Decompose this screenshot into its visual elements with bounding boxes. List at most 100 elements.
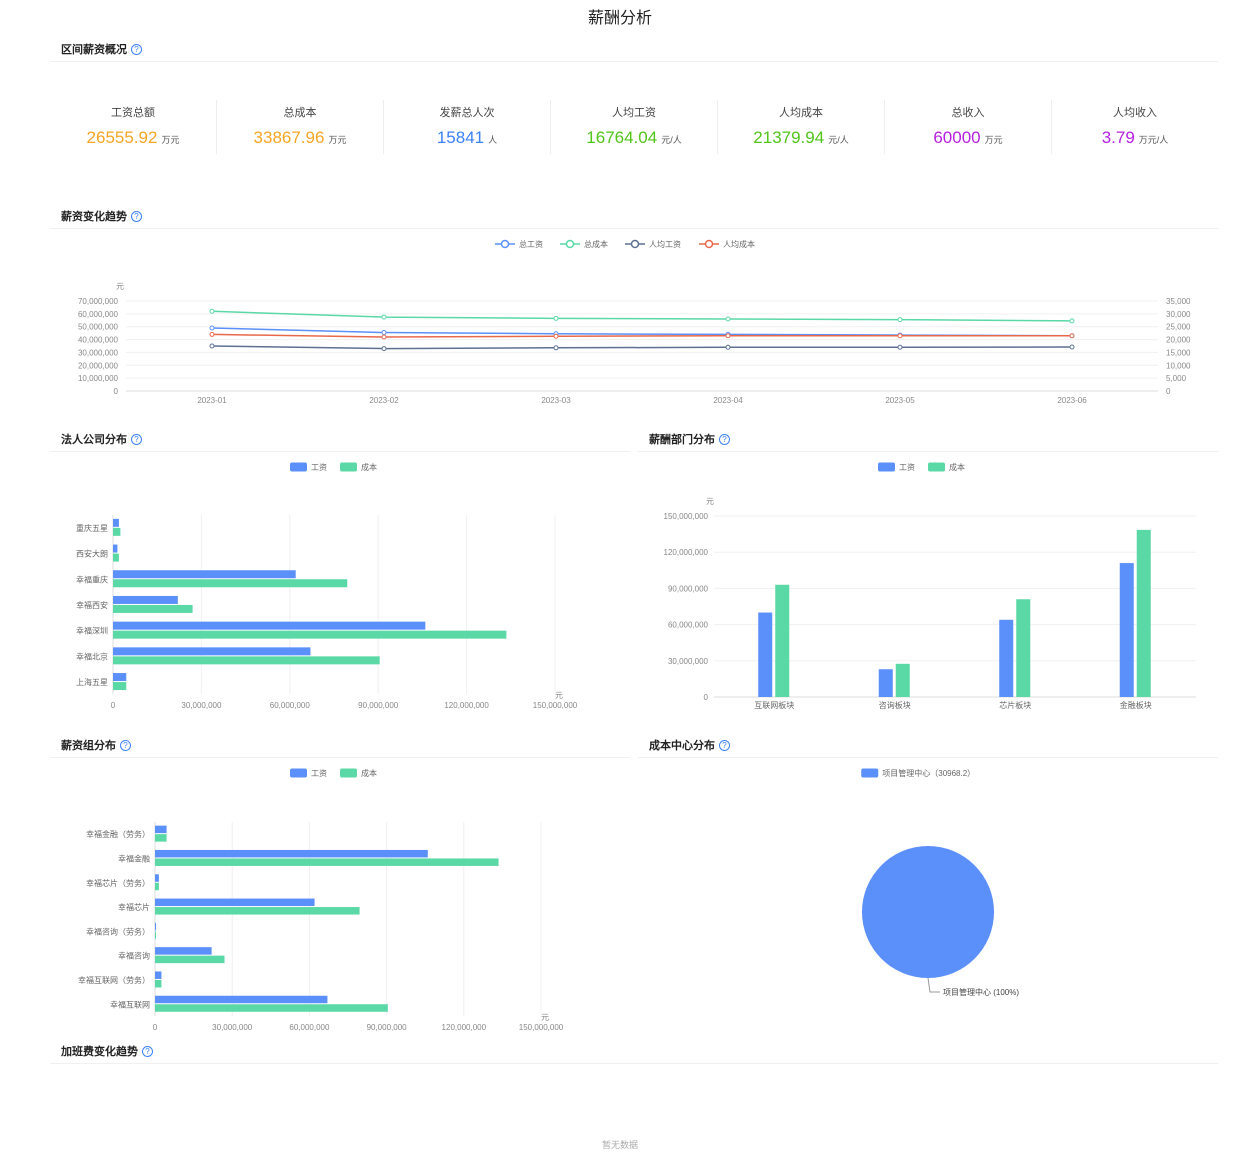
kpi-label: 发薪总人次 xyxy=(439,107,495,119)
group-title-text: 薪资组分布 xyxy=(61,740,116,752)
y-category-label: 幸福西安 xyxy=(76,600,108,610)
legend-label: 总成本 xyxy=(584,239,608,249)
help-icon[interactable]: ? xyxy=(120,739,131,751)
kpi-unit: 元/人 xyxy=(661,135,682,145)
data-point xyxy=(209,308,215,314)
pie-label-line xyxy=(927,977,940,993)
y-tick-label: 0 xyxy=(704,693,709,702)
x-tick-label: 120,000,000 xyxy=(444,701,489,710)
y-category-label: 幸福金融（劳务） xyxy=(86,829,150,839)
y-tick-label: 90,000,000 xyxy=(668,584,709,593)
y-tick-label: 10,000,000 xyxy=(78,374,119,383)
kpi-value-number: 21379.94 xyxy=(753,128,825,147)
dept-bar-chart: 工资 成本元 0 30,000,000 60,000,000 90,000,000 120,… xyxy=(664,462,1196,710)
series-line xyxy=(211,333,1072,338)
kpi-label: 工资总额 xyxy=(111,107,155,119)
y-tick-label: 30,000,000 xyxy=(78,348,119,357)
data-point xyxy=(381,334,387,340)
kpi-card: 人均收入 3.79 万元/人 xyxy=(1052,100,1218,154)
y-tick-label: 70,000,000 xyxy=(78,297,119,306)
legend-marker xyxy=(500,239,510,249)
y-tick-label: 20,000,000 xyxy=(78,361,119,370)
series-line xyxy=(211,327,1073,337)
x-tick-label: 90,000,000 xyxy=(367,1023,408,1032)
kpi-value: 16764.04 元/人 xyxy=(551,128,717,148)
y-axis-label: 元 xyxy=(706,497,714,506)
x-tick-label: 30,000,000 xyxy=(181,701,222,710)
y-category-label: 幸福芯片 xyxy=(118,902,150,912)
data-point xyxy=(381,346,387,352)
data-point xyxy=(725,333,731,339)
help-icon[interactable]: ? xyxy=(142,1045,153,1057)
bar xyxy=(878,669,893,697)
y-category-label: 幸福深圳 xyxy=(76,626,108,636)
x-tick-label: 150,000,000 xyxy=(519,1023,564,1032)
pie-label: 项目管理中心 (100%) xyxy=(943,987,1019,997)
bar xyxy=(155,834,167,842)
legend-label: 总工资 xyxy=(519,239,543,249)
y-tick-label: 60,000,000 xyxy=(78,310,119,319)
data-point xyxy=(725,316,731,322)
page-title: 薪酬分析 xyxy=(587,10,652,27)
divider xyxy=(50,228,1218,229)
kpi-label: 人均收入 xyxy=(1113,107,1157,119)
cost-center-pie-chart: 项目管理中心（30968.2） 项目管理中心 (100%) xyxy=(861,768,1019,997)
bar xyxy=(775,584,790,697)
cost-center-title-text: 成本中心分布 xyxy=(649,740,715,752)
y-tick-label: 50,000,000 xyxy=(78,323,119,332)
divider xyxy=(50,61,1218,62)
pie-slice xyxy=(862,846,994,978)
x-tick-label: 150,000,000 xyxy=(533,701,578,710)
legend-label: 项目管理中心（30968.2） xyxy=(882,768,975,778)
kpi-value-number: 3.79 xyxy=(1101,128,1135,147)
legend-swatch xyxy=(878,462,895,472)
data-point xyxy=(1069,333,1075,339)
data-point xyxy=(553,315,559,321)
y-tick-label: 150,000,000 xyxy=(664,512,709,521)
overview-title: 区间薪资概况 ? xyxy=(61,41,142,57)
bar xyxy=(155,858,499,866)
kpi-unit: 万元 xyxy=(328,135,347,145)
help-icon[interactable]: ? xyxy=(131,433,142,445)
data-point xyxy=(209,343,215,349)
legend-marker xyxy=(630,239,640,249)
y-category-label: 重庆五星 xyxy=(76,523,108,533)
bar xyxy=(1136,529,1151,697)
divider xyxy=(638,757,1218,758)
legend-swatch xyxy=(861,768,879,778)
kpi-card: 发薪总人次 15841 人 xyxy=(384,100,551,154)
bar xyxy=(155,955,225,964)
x-tick-label: 2023-04 xyxy=(713,396,743,405)
bar xyxy=(155,907,360,915)
y-tick-label: 40,000,000 xyxy=(78,336,119,345)
help-icon[interactable]: ? xyxy=(131,210,142,222)
legend-label: 工资 xyxy=(899,462,915,472)
data-point xyxy=(897,317,903,323)
data-point xyxy=(553,345,559,351)
bar xyxy=(155,825,167,834)
bar xyxy=(155,922,157,931)
x-tick-label: 2023-06 xyxy=(1057,396,1087,405)
group-bar-chart: 工资 成本 0 30,000,000 60,000,000 90,000,000 120,0… xyxy=(78,768,564,1032)
bar xyxy=(113,595,178,604)
kpi-unit: 元/人 xyxy=(828,135,849,145)
bar xyxy=(155,898,315,907)
y-category-label: 幸福北京 xyxy=(76,651,108,661)
bar xyxy=(113,527,121,536)
help-icon[interactable]: ? xyxy=(719,433,730,445)
kpi-value-number: 26555.92 xyxy=(86,128,158,147)
data-point xyxy=(209,325,215,331)
overview-title-text: 区间薪资概况 xyxy=(61,44,127,56)
y-tick-label: 120,000,000 xyxy=(664,548,709,557)
help-icon[interactable]: ? xyxy=(131,43,142,55)
kpi-row: 工资总额 26555.92 万元 总成本 33867.96 万元 发薪总人次 15841 人人均… xyxy=(50,100,1218,154)
dept-title: 薪酬部门分布 ? xyxy=(649,431,730,447)
bar xyxy=(155,995,328,1004)
bar xyxy=(155,971,162,979)
help-icon[interactable]: ? xyxy=(719,739,730,751)
bar xyxy=(1119,563,1134,697)
kpi-value: 33867.96 万元 xyxy=(217,128,383,148)
bar xyxy=(113,656,380,665)
legend-label: 成本 xyxy=(361,768,377,778)
data-point xyxy=(897,333,903,339)
